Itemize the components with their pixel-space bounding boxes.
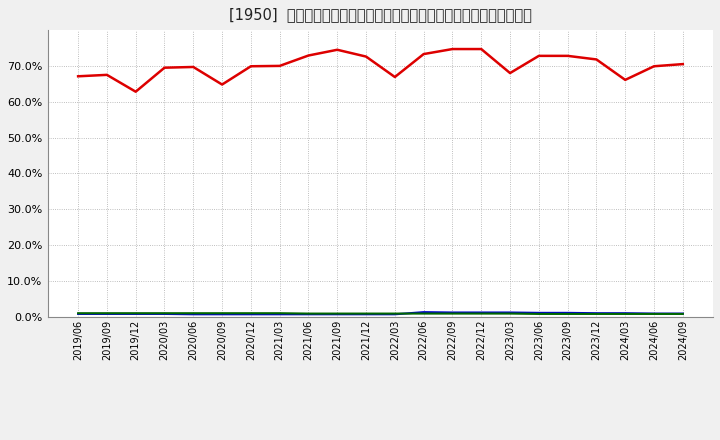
Title: [1950]  自己資本、のれん、繰延税金資産の総資産に対する比率の推移: [1950] 自己資本、のれん、繰延税金資産の総資産に対する比率の推移	[229, 7, 532, 22]
